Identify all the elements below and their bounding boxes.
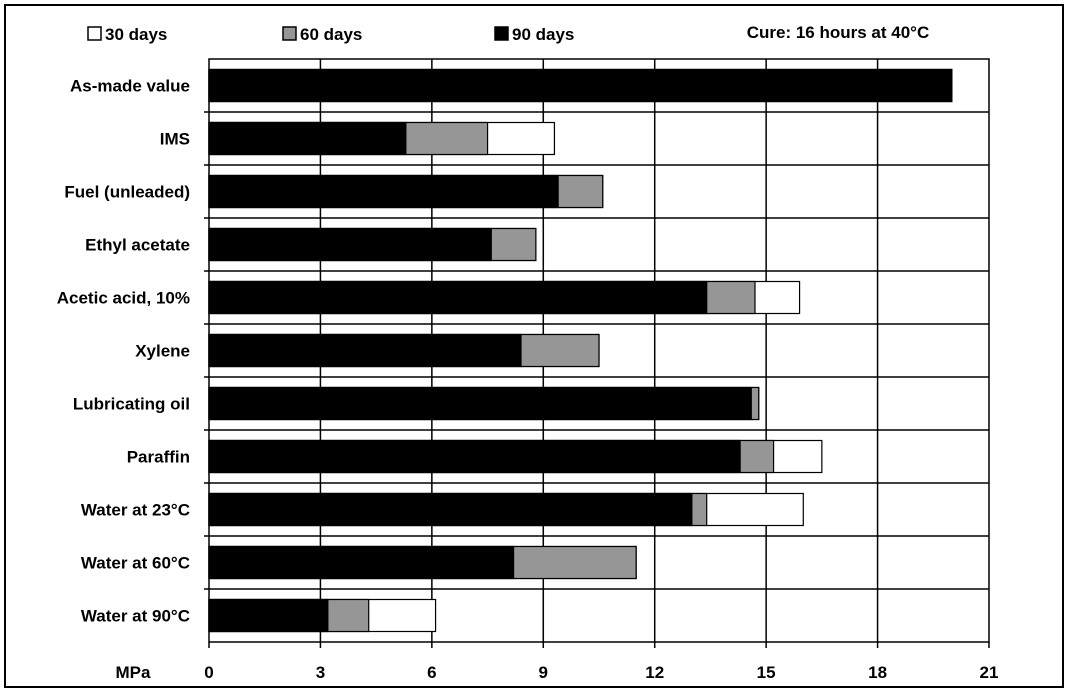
axes <box>204 111 990 648</box>
legend: 30 days 60 days 90 days <box>87 25 574 44</box>
bar-90-days <box>208 280 708 315</box>
bar-90-days <box>208 545 515 580</box>
legend-swatch <box>282 26 297 41</box>
x-tick-label: 21 <box>980 663 999 682</box>
bar-90-days <box>208 492 693 527</box>
category-label: Paraffin <box>127 448 190 467</box>
category-label: Ethyl acetate <box>85 236 190 255</box>
legend-label: 90 days <box>512 25 574 44</box>
bars <box>208 68 953 633</box>
category-label: Water at 23°C <box>81 501 190 520</box>
category-label: IMS <box>160 130 190 149</box>
legend-swatch <box>494 26 509 41</box>
bar-90-days <box>208 386 752 421</box>
bar-90-days <box>208 598 329 633</box>
x-tick-label: 9 <box>539 663 548 682</box>
x-tick-label: 12 <box>645 663 664 682</box>
category-labels: As-made value IMS Fuel (unleaded) Ethyl ace… <box>57 77 190 626</box>
category-label: As-made value <box>70 77 190 96</box>
legend-swatch <box>87 26 102 41</box>
x-tick-label: 6 <box>427 663 436 682</box>
x-tick-label: 15 <box>757 663 776 682</box>
category-label: Acetic acid, 10% <box>57 289 190 308</box>
x-tick-label: 18 <box>868 663 887 682</box>
bar-90-days <box>208 227 492 262</box>
category-label: Water at 60°C <box>81 554 190 573</box>
bar-90-days <box>208 121 407 156</box>
x-axis-label: MPa <box>116 663 152 682</box>
gridlines <box>208 58 990 643</box>
category-label: Fuel (unleaded) <box>64 183 190 202</box>
category-label: Lubricating oil <box>73 395 190 414</box>
legend-label: 30 days <box>105 25 167 44</box>
category-label: Xylene <box>135 342 190 361</box>
x-tick-label: 0 <box>204 663 213 682</box>
x-tick-labels: 0 3 6 9 12 15 18 21 <box>204 663 998 682</box>
bar-90-days <box>208 68 953 103</box>
bar-90-days <box>208 174 559 209</box>
legend-label: 60 days <box>300 25 362 44</box>
bar-90-days <box>208 333 522 368</box>
cure-annotation: Cure: 16 hours at 40°C <box>747 23 930 42</box>
category-label: Water at 90°C <box>81 607 190 626</box>
x-tick-label: 3 <box>316 663 325 682</box>
bar-90-days <box>208 439 741 474</box>
